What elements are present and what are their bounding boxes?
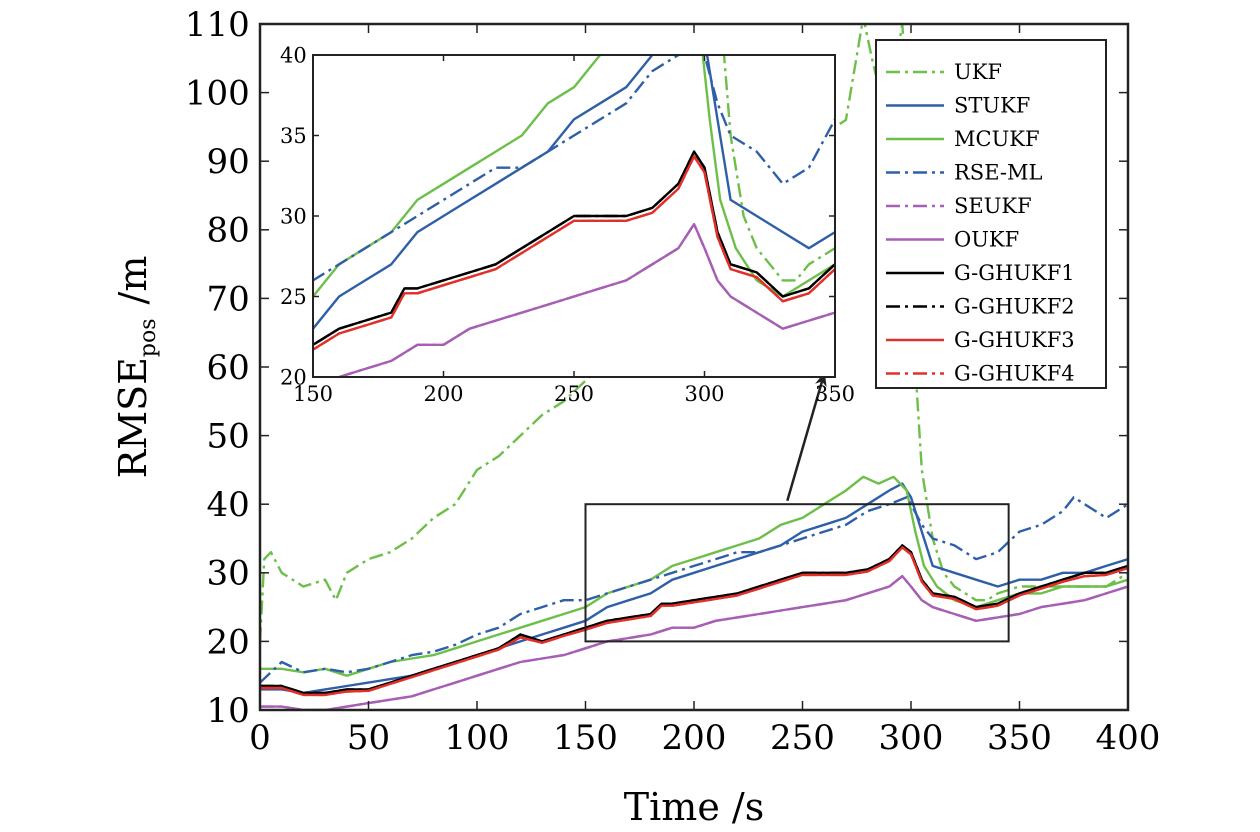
legend-label-stukf: STUKF	[954, 94, 1030, 118]
y-tick-label: 30	[207, 554, 250, 594]
y-tick-label-inset: 30	[280, 204, 307, 228]
x-tick-label-inset: 150	[293, 382, 333, 406]
series-line-g-ghukf4-inset	[313, 155, 835, 351]
legend: UKF STUKF MCUKF RSE-ML SEUKF OUKF G-GHUKF1 G-GH…	[875, 39, 1107, 389]
legend-label-seukf: SEUKF	[954, 194, 1032, 218]
y-tick-label: 40	[207, 485, 250, 525]
x-tick-label-inset: 350	[815, 382, 855, 406]
x-tick-label: 50	[347, 718, 390, 758]
series-line-rse-ml	[260, 496, 1128, 684]
legend-label-g-ghukf2: G-GHUKF2	[954, 295, 1075, 319]
series-line-oukf	[260, 575, 1128, 710]
legend-label-oukf: OUKF	[954, 228, 1019, 252]
legend-label-ukf: UKF	[954, 60, 1002, 84]
series-line-g-ghukf4	[260, 546, 1128, 697]
y-tick-label: 20	[207, 622, 250, 662]
legend-box	[875, 39, 1107, 389]
y-tick-label: 50	[207, 417, 250, 457]
series-line-oukf-inset	[336, 222, 835, 377]
series-line-g-ghukf2-inset	[313, 150, 835, 347]
y-tick-label-inset: 25	[280, 285, 307, 309]
y-tick-label-inset: 40	[280, 43, 307, 67]
legend-label-g-ghukf1: G-GHUKF1	[954, 261, 1075, 285]
legend-label-g-ghukf4: G-GHUKF4	[954, 362, 1075, 386]
y-tick-label: 100	[185, 74, 250, 114]
y-tick-label-inset: 20	[280, 365, 307, 389]
zoom-region-box	[584, 503, 1010, 643]
main-axis-ticks: 0 50 100 150 200 250 300 350 400 10 20 30 40 50 60 70 80…	[185, 5, 1161, 758]
x-tick-label: 100	[445, 718, 510, 758]
series-line-g-ghukf2	[260, 544, 1128, 695]
x-tick-label: 200	[662, 718, 727, 758]
y-tick-label: 110	[185, 5, 250, 45]
y-tick-label: 80	[207, 211, 250, 251]
x-tick-label-inset: 200	[423, 382, 463, 406]
y-axis-title-subscript: pos	[136, 318, 161, 357]
series-line-stukf-inset	[313, 55, 835, 331]
legend-label-mcukf: MCUKF	[954, 127, 1040, 151]
y-tick-label: 60	[207, 348, 250, 388]
x-axis-title: Time /s	[624, 785, 764, 829]
main-series-lines	[260, 24, 1128, 710]
y-tick-label-inset: 35	[280, 124, 307, 148]
legend-items: UKF STUKF MCUKF RSE-ML SEUKF OUKF G-GHUKF1 G-GH…	[886, 60, 1075, 386]
inset-axis-ticks: 150 200 250 300 350 20 25 30 35 40	[280, 43, 855, 406]
zoom-arrow	[786, 371, 827, 502]
y-tick-label: 10	[207, 691, 250, 731]
y-tick-label: 90	[207, 142, 250, 182]
x-tick-label-inset: 300	[684, 382, 724, 406]
y-axis-title-main: RMSE	[111, 357, 155, 478]
legend-label-rse-ml: RSE-ML	[954, 161, 1043, 185]
y-axis-title-group: RMSEpos/m	[111, 256, 161, 479]
legend-label-g-ghukf3: G-GHUKF3	[954, 328, 1075, 352]
y-axis-title-unit: /m	[111, 256, 155, 305]
series-line-rse-ml-inset	[313, 55, 835, 282]
x-tick-label-inset: 250	[554, 382, 594, 406]
x-tick-label: 350	[987, 718, 1052, 758]
y-axis-title: RMSEpos/m	[111, 256, 161, 479]
x-tick-label: 250	[770, 718, 835, 758]
x-tick-label: 300	[879, 718, 944, 758]
y-tick-label: 70	[207, 279, 250, 319]
inset-plot: 150 200 250 300 350 20 25 30 35 40	[280, 43, 855, 406]
inset-series-lines	[313, 55, 835, 377]
x-tick-label: 150	[553, 718, 618, 758]
x-tick-label: 0	[249, 718, 271, 758]
x-tick-label: 400	[1096, 718, 1161, 758]
